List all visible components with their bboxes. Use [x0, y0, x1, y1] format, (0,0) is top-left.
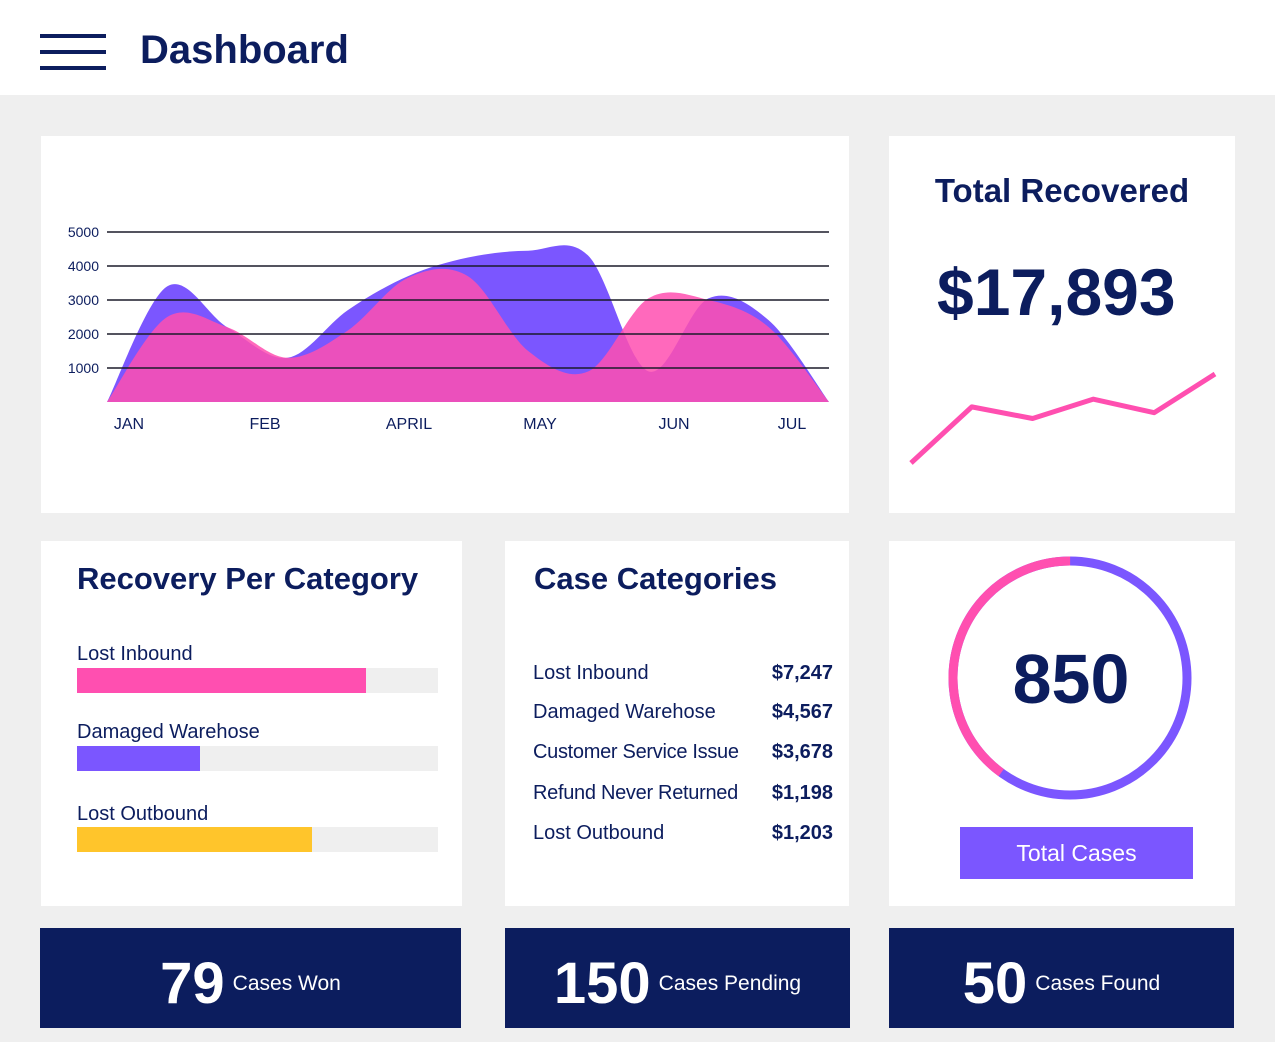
trend-sparkline	[909, 371, 1217, 465]
case-value: $3,678	[771, 741, 833, 763]
category-bar-track	[77, 668, 438, 693]
header: Dashboard	[0, 0, 1275, 95]
category-label-lost-outbound: Lost Outbound	[77, 803, 209, 825]
stat-cases-pending: 150 Cases Pending	[505, 928, 850, 1028]
stat-number: 150	[553, 951, 651, 1016]
case-value: $4,567	[771, 701, 833, 723]
recovery-per-category-title: Recovery Per Category	[77, 561, 419, 596]
x-tick-label: JAN	[114, 416, 144, 433]
recovery-per-category-card: Recovery Per Category Lost Inbound Damag…	[41, 541, 462, 906]
total-recovered-amount: $17,893	[937, 255, 1176, 329]
category-bar-track	[77, 827, 438, 852]
total-cases-card: 850 Total Cases	[889, 541, 1235, 906]
total-recovered-title: Total Recovered	[934, 172, 1190, 209]
x-tick-label: MAY	[523, 416, 557, 433]
category-bar-lost-outbound	[77, 827, 312, 852]
case-value: $7,247	[771, 662, 833, 684]
stat-label: Cases Pending	[658, 971, 802, 995]
y-tick-label: 2000	[68, 326, 99, 342]
x-tick-label: FEB	[249, 416, 280, 433]
y-tick-label: 5000	[68, 224, 99, 240]
category-bar-track	[77, 746, 438, 771]
y-tick-label: 3000	[68, 292, 99, 308]
stat-label: Cases Won	[232, 971, 341, 995]
case-name: Lost Outbound	[533, 822, 665, 844]
case-row: Customer Service Issue $3,678	[533, 741, 833, 767]
case-categories-card: Case Categories Lost Inbound $7,247 Dama…	[505, 541, 849, 906]
trend-line	[909, 371, 1217, 465]
case-name: Refund Never Returned	[533, 782, 738, 804]
total-cases-button[interactable]: Total Cases	[960, 827, 1193, 879]
category-label-lost-inbound: Lost Inbound	[77, 643, 193, 665]
x-tick-label: APRIL	[386, 416, 432, 433]
stat-label: Cases Found	[1035, 971, 1161, 995]
category-bar-damaged-warehouse	[77, 746, 200, 771]
case-row: Refund Never Returned $1,198	[533, 782, 833, 808]
stat-number: 79	[160, 951, 225, 1016]
case-categories-title: Case Categories	[534, 561, 777, 596]
case-row: Lost Outbound $1,203	[533, 822, 833, 848]
page-title: Dashboard	[140, 28, 349, 72]
recovery-chart-card: 1000 2000 3000 4000 5000 JAN FEB APRIL MAY JUN JUL	[41, 136, 849, 513]
area-series-pink	[107, 268, 829, 402]
total-cases-ring	[948, 556, 1192, 800]
y-tick-label: 4000	[68, 258, 99, 274]
case-row: Lost Inbound $7,247	[533, 662, 833, 688]
category-label-damaged-warehouse: Damaged Warehose	[77, 721, 260, 743]
case-name: Customer Service Issue	[533, 741, 739, 763]
stat-cases-won: 79 Cases Won	[40, 928, 461, 1028]
total-cases-count: 850	[1012, 640, 1130, 718]
x-tick-label: JUN	[658, 416, 689, 433]
total-recovered-card: Total Recovered $17,893	[889, 136, 1235, 513]
case-row: Damaged Warehose $4,567	[533, 701, 833, 727]
area-chart: 1000 2000 3000 4000 5000 JAN FEB APRIL MAY JUN JUL	[68, 224, 829, 433]
y-tick-label: 1000	[68, 360, 99, 376]
case-name: Lost Inbound	[533, 662, 649, 684]
category-bar-lost-inbound	[77, 668, 366, 693]
hamburger-menu-icon[interactable]	[40, 34, 106, 70]
stat-cases-found: 50 Cases Found	[889, 928, 1234, 1028]
case-value: $1,203	[771, 822, 833, 844]
ring-pink-segment	[948, 556, 1192, 800]
x-tick-label: JUL	[778, 416, 807, 433]
case-value: $1,198	[771, 782, 833, 804]
stat-number: 50	[962, 951, 1028, 1016]
case-name: Damaged Warehose	[533, 701, 716, 723]
